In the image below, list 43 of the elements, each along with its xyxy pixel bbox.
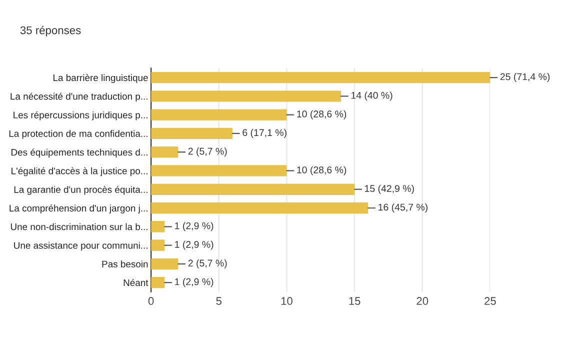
data-label: 16 (45,7 %) [378, 203, 428, 213]
y-tick-label: Des équipements techniques d... [12, 148, 148, 158]
data-label: 1 (2,9 %) [175, 278, 214, 288]
x-tick-label: 5 [216, 297, 222, 305]
data-label: 14 (40 %) [351, 92, 392, 101]
data-label: 2 (5,7 %) [188, 259, 227, 268]
y-tick-label: Les répercussions juridiques p... [14, 111, 148, 120]
bar [151, 184, 355, 195]
bar [151, 221, 165, 232]
data-label: 1 (2,9 %) [175, 222, 214, 232]
y-tick-label: Une non-discrimination sur la b... [10, 223, 148, 230]
bar [151, 202, 368, 214]
bar [151, 109, 287, 120]
data-label: 25 (71,4 %) [500, 73, 550, 82]
y-tick-label: La compréhension d'un jargon j... [10, 204, 148, 214]
y-tick-label: La protection de ma confidentia... [9, 130, 148, 139]
bar [151, 165, 287, 176]
data-label: 10 (28,6 %) [297, 110, 346, 120]
y-tick-label: La garantie d'un procès équita... [14, 186, 148, 195]
data-label: 1 (2,9 %) [175, 240, 214, 250]
x-tick-label: 20 [416, 297, 428, 305]
y-tick-label: La nécessité d'une traduction p... [10, 92, 148, 102]
data-label: 10 (28,6 %) [297, 166, 346, 176]
y-tick-label: Une assistance pour communi... [14, 242, 148, 251]
bar [151, 146, 178, 158]
y-tick-label: L'égalité d'accès à la justice po... [12, 167, 148, 176]
x-tick-label: 0 [148, 297, 154, 305]
y-tick-label: Néant [124, 279, 148, 286]
bar [151, 90, 341, 102]
bar [151, 258, 178, 270]
y-tick-label: La barrière linguistique [54, 74, 148, 83]
text: 35 réponses [20, 26, 81, 36]
bar [151, 72, 490, 84]
y-tick-label: Pas besoin [102, 260, 148, 268]
data-label: 15 (42,9 %) [365, 184, 414, 194]
x-tick-label: 15 [349, 297, 360, 305]
bar [151, 128, 232, 140]
data-label: 2 (5,7 %) [188, 148, 227, 157]
bar [151, 276, 165, 288]
bar [151, 240, 165, 251]
x-tick-label: 25 [484, 297, 496, 305]
data-label: 6 (17,1 %) [242, 128, 286, 138]
x-tick-label: 10 [281, 297, 292, 305]
